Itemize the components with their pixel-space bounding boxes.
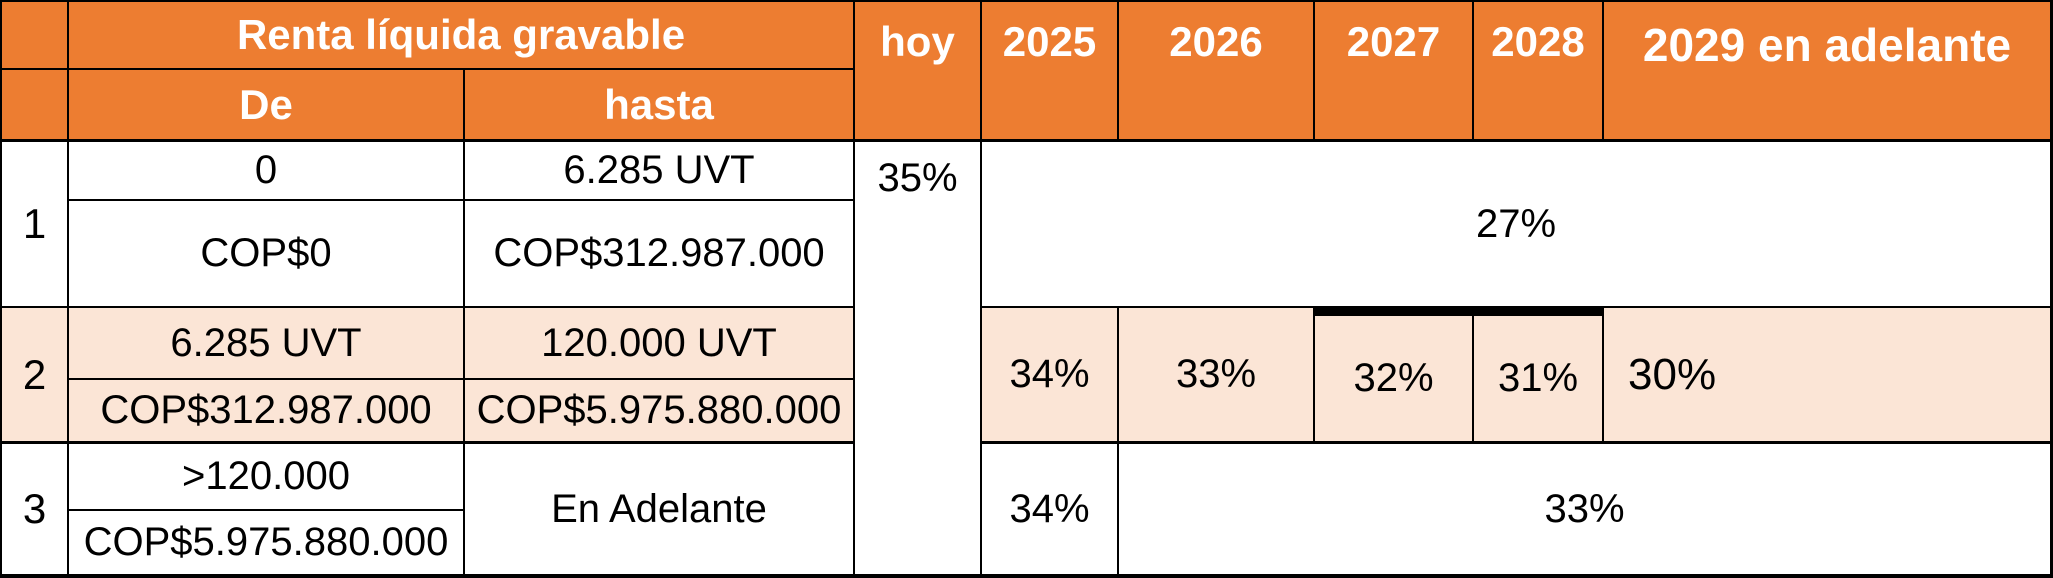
row-2-hasta-cop: COP$5.975.880.000 <box>465 380 853 441</box>
rate-row3-2025-34: 34% <box>982 444 1117 574</box>
row-1-de-cop: COP$0 <box>69 201 463 306</box>
row-3-de-cop: COP$5.975.880.000 <box>69 511 463 574</box>
row-3-hasta-en-adelante: En Adelante <box>465 444 853 574</box>
rate-hoy-35: 35% <box>855 142 980 574</box>
header-renta-liquida-gravable: Renta líquida gravable <box>69 2 853 68</box>
header-col-2025: 2025 <box>982 2 1117 139</box>
header-col-2027: 2027 <box>1315 2 1472 139</box>
row-1-number: 1 <box>2 142 67 306</box>
rate-row2-2028-31: 31% <box>1474 316 1602 441</box>
row-3-de-uvt: >120.000 <box>69 444 463 509</box>
row-2-number: 2 <box>2 308 67 441</box>
header-col-2026: 2026 <box>1119 2 1313 139</box>
header-col-2029-en-adelante: 2029 en adelante <box>1604 2 2050 139</box>
header-col-de: De <box>69 70 463 139</box>
rate-row1-27: 27% <box>982 142 2050 306</box>
header-corner-top-cell <box>2 2 67 68</box>
row-1-de-uvt: 0 <box>69 142 463 199</box>
row-1-hasta-uvt: 6.285 UVT <box>465 142 853 199</box>
row-2-de-cop: COP$312.987.000 <box>69 380 463 441</box>
row-1-hasta-cop: COP$312.987.000 <box>465 201 853 306</box>
header-corner-bottom-cell <box>2 70 67 139</box>
rate-row2-2026-33: 33% <box>1119 308 1313 441</box>
rate-row2-2025-34: 34% <box>982 308 1117 441</box>
row-2-hasta-uvt: 120.000 UVT <box>465 308 853 378</box>
row-3-number: 3 <box>2 444 67 574</box>
rate-row2-2027-32: 32% <box>1315 316 1472 441</box>
header-col-2028: 2028 <box>1474 2 1602 139</box>
header-col-hoy: hoy <box>855 2 980 139</box>
header-col-hasta: hasta <box>465 70 853 139</box>
rate-row3-2026-2029-33: 33% <box>1119 444 2050 574</box>
row-2-de-uvt: 6.285 UVT <box>69 308 463 378</box>
rate-row2-2029-30: 30% <box>1604 308 2050 441</box>
